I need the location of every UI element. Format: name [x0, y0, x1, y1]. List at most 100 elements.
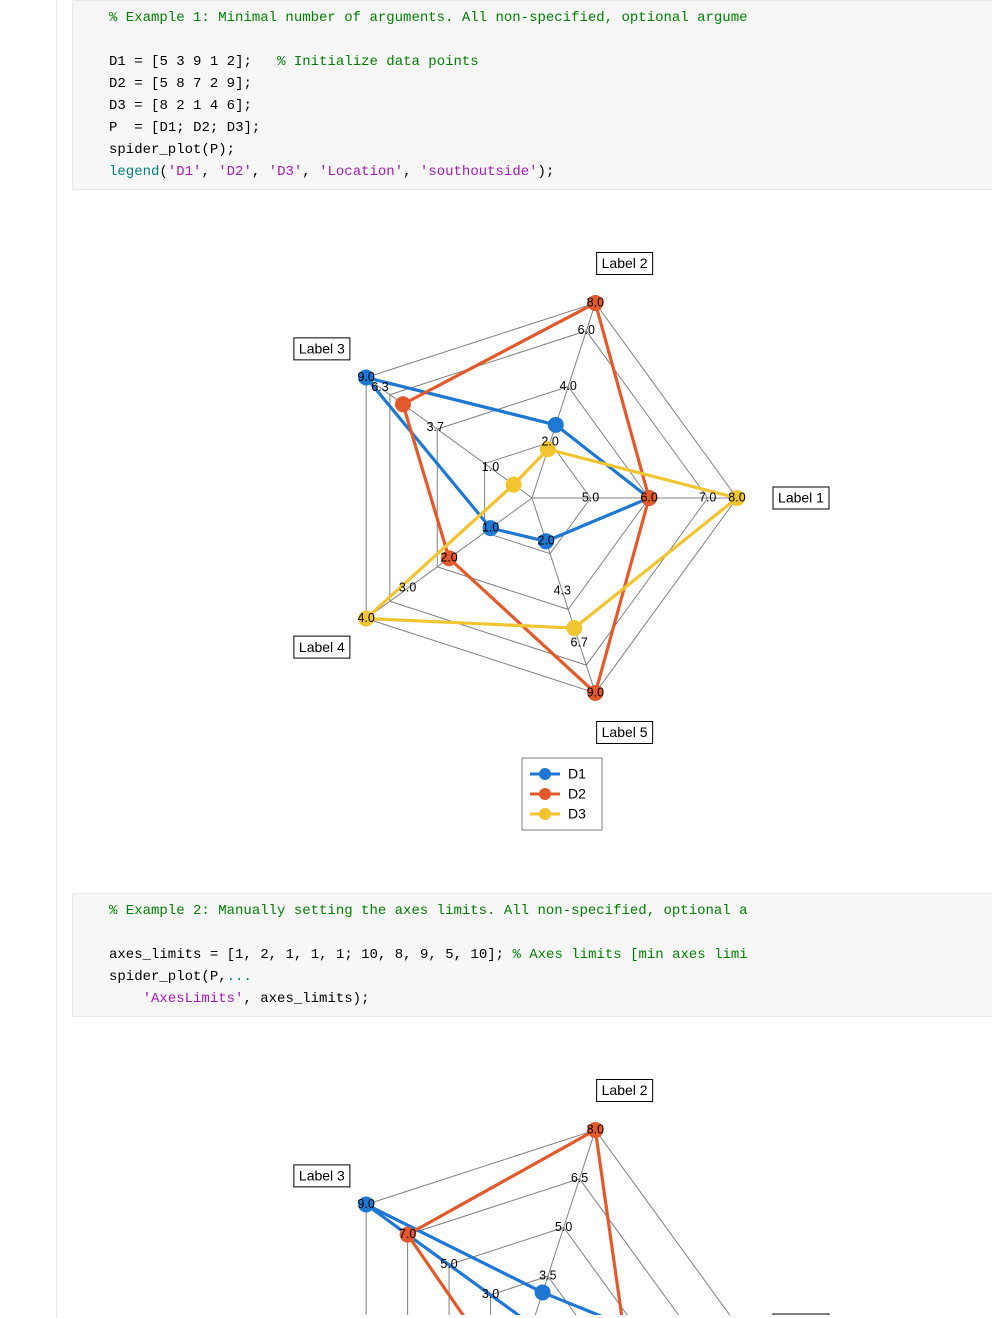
axis-label-text: Label 3	[299, 1168, 345, 1184]
tick-label: 6.0	[578, 323, 595, 337]
tick-label: 7.0	[699, 490, 716, 504]
code-token: =	[134, 76, 151, 92]
tick-label: 6.0	[640, 490, 657, 504]
code-token: 10	[361, 947, 378, 963]
tick-label: 6.7	[570, 635, 587, 649]
code-token: % Axes limits [min axes limi	[512, 947, 747, 963]
code-token: 5	[445, 947, 453, 963]
code-token: D2	[109, 76, 134, 92]
tick-label: 5.0	[440, 1257, 457, 1271]
code-token: % Example 2: Manually setting the axes l…	[109, 903, 748, 919]
code-token: 'AxesLimits'	[143, 991, 244, 1007]
code-token: ,	[252, 164, 269, 180]
code-token: ,	[428, 947, 445, 963]
code-token: 2	[260, 947, 268, 963]
axis-label-text: Label 4	[299, 639, 345, 655]
grid	[366, 303, 737, 693]
spider-plot-1: 5.06.07.08.02.04.06.08.01.03.76.39.01.02…	[222, 198, 842, 838]
tick-label: 2.0	[440, 551, 457, 565]
code-token: ;	[210, 120, 227, 136]
code-token: [	[227, 947, 235, 963]
code-token: );	[218, 142, 235, 158]
code-token: P	[210, 969, 218, 985]
code-token: % Initialize data points	[277, 54, 479, 70]
tick-label: 2.0	[541, 435, 558, 449]
tick-label: 3.5	[539, 1269, 556, 1283]
code-line: 11axes_limits = [1, 2, 1, 1, 1; 10, 8, 9…	[73, 944, 992, 966]
series-marker	[395, 396, 411, 412]
code-line: 2	[73, 29, 992, 51]
axis-label-text: Label 2	[602, 1082, 648, 1098]
tick-label: 8.0	[587, 295, 604, 309]
tick-labels: 5.06.07.08.02.04.06.08.01.03.76.39.01.02…	[357, 295, 745, 699]
tick-label: 7.0	[399, 1227, 416, 1241]
series-marker	[548, 417, 564, 433]
tick-labels: 3.35.57.810.03.55.06.58.03.05.07.09.02.0…	[357, 1122, 749, 1315]
legend-label: D2	[568, 786, 586, 802]
code-token: ,	[319, 947, 336, 963]
code-token: ,	[294, 947, 311, 963]
figure-2-wrap: 3.35.57.810.03.55.06.58.03.05.07.09.02.0…	[72, 1017, 992, 1318]
code-line: 5D3 = [8 2 1 4 6];	[73, 95, 992, 117]
axis-label-text: Label 3	[299, 341, 345, 357]
code-token: ];	[235, 98, 252, 114]
code-token: P	[210, 142, 218, 158]
code-token: ];	[244, 120, 261, 136]
code-line: 1% Example 1: Minimal number of argument…	[73, 7, 992, 29]
code-token: );	[353, 991, 370, 1007]
code-token: (	[201, 969, 209, 985]
series-group	[358, 1122, 699, 1315]
code-token: D2	[193, 120, 210, 136]
code-token: 8 2 1 4 6	[159, 98, 235, 114]
tick-label: 5.0	[582, 490, 599, 504]
tick-label: 4.0	[357, 611, 374, 625]
code-token: spider_plot	[109, 969, 201, 985]
legend-label: D1	[568, 766, 586, 782]
page: 1 % Example 1: Minimal number of argument…	[0, 0, 992, 1318]
code-token: =	[210, 947, 227, 963]
code-token: ,	[243, 991, 260, 1007]
tick-label: 3.7	[427, 420, 444, 434]
code-token: ,	[218, 969, 226, 985]
axis-label-text: Label 5	[602, 724, 648, 740]
code-token: 1	[311, 947, 319, 963]
code-token: % Example 1: Minimal number of arguments…	[109, 10, 748, 26]
tick-label: 2.0	[537, 534, 554, 548]
code-token: 'Location'	[319, 164, 403, 180]
code-line: 9% Example 2: Manually setting the axes …	[73, 900, 992, 922]
code-token: ,	[454, 947, 471, 963]
code-line: 13 'AxesLimits', axes_limits);	[73, 988, 992, 1010]
code-token: ,	[201, 164, 218, 180]
code-token: ,	[269, 947, 286, 963]
tick-label: 1.0	[482, 520, 499, 534]
content: 1 % Example 1: Minimal number of argument…	[56, 0, 992, 1318]
code-token: D3	[109, 98, 134, 114]
axis-label-text: Label 1	[778, 490, 824, 506]
code-token: ,	[403, 164, 420, 180]
gutter	[0, 0, 57, 1318]
legend: D1D2D3	[522, 758, 602, 830]
axis-label-box	[773, 1314, 829, 1315]
code-token: spider_plot	[109, 142, 201, 158]
code-line: 6P = [D1; D2; D3];	[73, 117, 992, 139]
code-token: D1	[109, 54, 134, 70]
tick-label: 8.0	[587, 1122, 604, 1136]
code-token: D1	[159, 120, 176, 136]
code-token: 'southoutside'	[420, 164, 538, 180]
tick-label: 9.0	[357, 370, 374, 384]
code-token: ;	[344, 947, 361, 963]
code-token: ];	[235, 54, 277, 70]
code-line: 10	[73, 922, 992, 944]
spacer	[56, 853, 992, 893]
code-token: legend	[109, 164, 159, 180]
code-token: =	[134, 120, 151, 136]
tick-label: 9.0	[587, 685, 604, 699]
series-marker	[535, 1284, 551, 1300]
code-token: 10	[470, 947, 487, 963]
code-token: 5 3 9 1 2	[159, 54, 235, 70]
code-token: P	[109, 120, 134, 136]
legend-swatch-marker	[539, 808, 551, 820]
spider-plot-2: 3.35.57.810.03.55.06.58.03.05.07.09.02.0…	[222, 1025, 842, 1315]
code-token: );	[538, 164, 555, 180]
code-token: =	[134, 54, 151, 70]
